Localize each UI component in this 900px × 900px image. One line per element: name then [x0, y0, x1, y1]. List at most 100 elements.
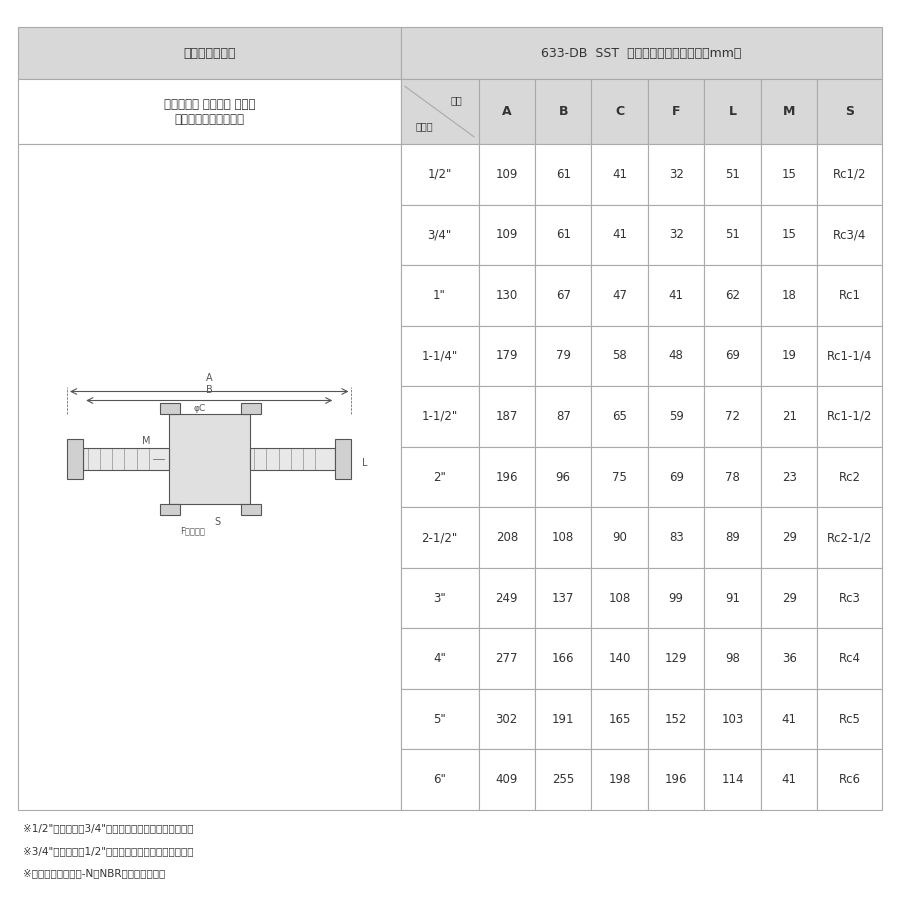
- Text: 208: 208: [496, 531, 518, 544]
- Text: 137: 137: [552, 591, 574, 605]
- Text: 4": 4": [433, 652, 446, 665]
- Bar: [400, 386, 479, 446]
- Bar: [535, 79, 591, 144]
- Bar: [535, 568, 591, 628]
- Text: 79: 79: [555, 349, 571, 363]
- Text: 18: 18: [782, 289, 796, 302]
- Bar: [479, 446, 535, 508]
- Text: 302: 302: [496, 713, 518, 725]
- Bar: [705, 79, 761, 144]
- Text: F（対辺）: F（対辺）: [181, 526, 205, 536]
- Text: 109: 109: [496, 167, 518, 181]
- Bar: [400, 79, 479, 144]
- Bar: [648, 266, 705, 326]
- Text: 130: 130: [496, 289, 518, 302]
- Text: 198: 198: [608, 773, 631, 787]
- Bar: [400, 144, 479, 204]
- Bar: [817, 568, 882, 628]
- Text: 187: 187: [496, 410, 518, 423]
- Text: Rc1/2: Rc1/2: [833, 167, 867, 181]
- Bar: [479, 508, 535, 568]
- Bar: [535, 266, 591, 326]
- Bar: [817, 79, 882, 144]
- Text: 249: 249: [496, 591, 518, 605]
- Text: A: A: [502, 105, 511, 118]
- Bar: [817, 144, 882, 204]
- Bar: [817, 266, 882, 326]
- Text: カムアーム継手: カムアーム継手: [183, 47, 236, 59]
- Bar: [648, 326, 705, 386]
- Text: 89: 89: [725, 531, 740, 544]
- Bar: [705, 266, 761, 326]
- Text: 2-1/2": 2-1/2": [421, 531, 457, 544]
- Bar: [705, 386, 761, 446]
- Bar: [817, 628, 882, 688]
- Text: 1-1/4": 1-1/4": [421, 349, 457, 363]
- Text: 5": 5": [433, 713, 446, 725]
- Bar: [240, 504, 261, 515]
- Text: 166: 166: [552, 652, 574, 665]
- Bar: [648, 79, 705, 144]
- Bar: [648, 144, 705, 204]
- Bar: [479, 750, 535, 810]
- Text: 位置: 位置: [451, 94, 463, 105]
- Bar: [648, 750, 705, 810]
- Bar: [761, 386, 817, 446]
- Text: 1-1/2": 1-1/2": [421, 410, 457, 423]
- Text: S: S: [845, 105, 854, 118]
- Text: M: M: [142, 436, 150, 446]
- Bar: [160, 504, 179, 515]
- Bar: [479, 568, 535, 628]
- Text: 91: 91: [725, 591, 740, 605]
- Bar: [335, 439, 351, 479]
- Bar: [400, 750, 479, 810]
- Bar: [479, 386, 535, 446]
- Bar: [591, 326, 648, 386]
- Bar: [535, 688, 591, 750]
- Text: A: A: [206, 373, 212, 383]
- Bar: [705, 508, 761, 568]
- Bar: [18, 144, 400, 810]
- Text: 129: 129: [665, 652, 688, 665]
- Text: Rc3: Rc3: [839, 591, 860, 605]
- Bar: [535, 386, 591, 446]
- Bar: [591, 750, 648, 810]
- Text: M: M: [783, 105, 796, 118]
- Text: 191: 191: [552, 713, 574, 725]
- Text: 21: 21: [782, 410, 796, 423]
- Text: 62: 62: [725, 289, 740, 302]
- Text: φC: φC: [193, 404, 205, 413]
- Text: 67: 67: [555, 289, 571, 302]
- Bar: [249, 448, 335, 470]
- Text: 196: 196: [665, 773, 688, 787]
- Bar: [761, 446, 817, 508]
- Bar: [160, 403, 179, 414]
- Text: 61: 61: [555, 167, 571, 181]
- Text: 152: 152: [665, 713, 688, 725]
- Bar: [18, 79, 400, 144]
- Bar: [479, 144, 535, 204]
- Text: 23: 23: [782, 471, 796, 483]
- Bar: [591, 386, 648, 446]
- Bar: [535, 508, 591, 568]
- Bar: [400, 326, 479, 386]
- Bar: [535, 750, 591, 810]
- Text: 114: 114: [722, 773, 744, 787]
- Bar: [648, 446, 705, 508]
- Bar: [400, 446, 479, 508]
- Text: 96: 96: [555, 471, 571, 483]
- Bar: [648, 204, 705, 266]
- Bar: [761, 688, 817, 750]
- Text: 87: 87: [556, 410, 571, 423]
- Bar: [761, 144, 817, 204]
- Text: 6": 6": [433, 773, 446, 787]
- Bar: [400, 568, 479, 628]
- Bar: [240, 403, 261, 414]
- Text: 108: 108: [552, 531, 574, 544]
- Bar: [535, 628, 591, 688]
- Text: L: L: [729, 105, 737, 118]
- Text: 165: 165: [608, 713, 631, 725]
- Bar: [705, 144, 761, 204]
- Text: 41: 41: [612, 229, 627, 241]
- Text: 72: 72: [725, 410, 740, 423]
